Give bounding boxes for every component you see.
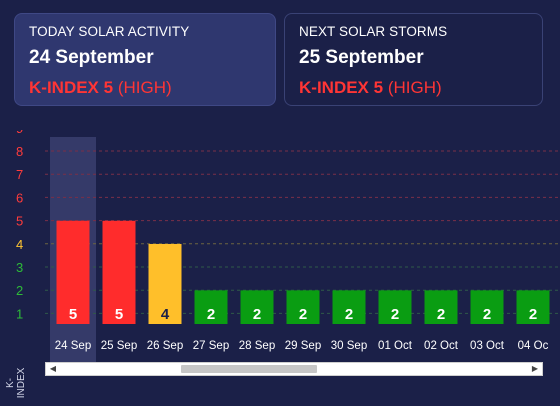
y-tick-label: 3	[16, 260, 23, 275]
y-tick-label: 8	[16, 144, 23, 159]
bar[interactable]	[378, 290, 412, 324]
today-kindex-value: 5	[103, 78, 114, 97]
bar-value-label: 2	[483, 306, 491, 323]
bar-value-label: 2	[345, 306, 353, 323]
today-activity-card: TODAY SOLAR ACTIVITY 24 September K-INDE…	[14, 13, 276, 106]
y-tick-label: 1	[16, 306, 23, 321]
y-tick-label: 4	[16, 237, 23, 252]
bar-value-label: 5	[69, 306, 77, 323]
next-card-label: NEXT SOLAR STORMS	[299, 24, 448, 39]
today-kindex-label: K-INDEX	[29, 78, 99, 97]
bar[interactable]	[516, 290, 550, 324]
bar-value-label: 2	[391, 306, 399, 323]
next-kindex-value: 5	[373, 78, 384, 97]
next-level: (HIGH)	[387, 78, 442, 97]
bar[interactable]	[194, 290, 228, 324]
scroll-left-icon[interactable]: ◀	[49, 364, 57, 373]
x-tick-label: 28 Sep	[239, 340, 275, 352]
bar-value-label: 2	[437, 306, 445, 323]
x-tick-label: 02 Oct	[424, 340, 459, 352]
today-kindex: K-INDEX 5 (HIGH)	[29, 78, 261, 98]
x-tick-label: 24 Sep	[55, 340, 91, 352]
next-kindex-label: K-INDEX	[299, 78, 369, 97]
bar[interactable]	[148, 243, 182, 324]
x-tick-label: 30 Sep	[331, 340, 367, 352]
y-axis-title: K-INDEX	[5, 367, 27, 399]
bar[interactable]	[424, 290, 458, 324]
today-date: 24 September	[29, 47, 154, 68]
y-tick-label: 7	[16, 167, 23, 182]
y-tick-label: 6	[16, 190, 23, 205]
x-tick-label: 03 Oct	[470, 340, 505, 352]
y-tick-label: 9	[16, 130, 23, 136]
x-tick-label: 04 Oc	[518, 340, 549, 352]
today-level: (HIGH)	[117, 78, 172, 97]
bar-value-label: 2	[299, 306, 307, 323]
bar[interactable]	[240, 290, 274, 324]
next-date: 25 September	[299, 47, 424, 68]
scroll-right-icon[interactable]: ▶	[531, 364, 539, 373]
x-tick-label: 01 Oct	[378, 340, 413, 352]
bar[interactable]	[470, 290, 504, 324]
x-tick-label: 29 Sep	[285, 340, 321, 352]
x-tick-label: 27 Sep	[193, 340, 229, 352]
next-kindex: K-INDEX 5 (HIGH)	[299, 78, 528, 98]
bar-value-label: 5	[115, 306, 123, 323]
bar-value-label: 2	[207, 306, 215, 323]
bar-value-label: 2	[529, 306, 537, 323]
bar-value-label: 2	[253, 306, 261, 323]
x-tick-label: 26 Sep	[147, 340, 183, 352]
bar[interactable]	[102, 220, 136, 324]
scroll-thumb[interactable]	[181, 365, 317, 373]
y-tick-label: 5	[16, 214, 23, 229]
next-storms-card: NEXT SOLAR STORMS 25 September K-INDEX 5…	[284, 13, 543, 106]
bar[interactable]	[332, 290, 366, 324]
kindex-bar-chart: 1 2 3 4 5 6 7 8 9 5 24 Sep 5 25 Sep 4 26 Sep 2 27 Sep 2 28…	[16, 130, 560, 362]
chart-horizontal-scrollbar[interactable]: ◀ ▶	[45, 362, 543, 376]
bar-value-label: 4	[161, 306, 170, 323]
bar[interactable]	[56, 220, 90, 324]
y-tick-label: 2	[16, 283, 23, 298]
today-card-label: TODAY SOLAR ACTIVITY	[29, 24, 190, 39]
x-tick-label: 25 Sep	[101, 340, 137, 352]
bar[interactable]	[286, 290, 320, 324]
